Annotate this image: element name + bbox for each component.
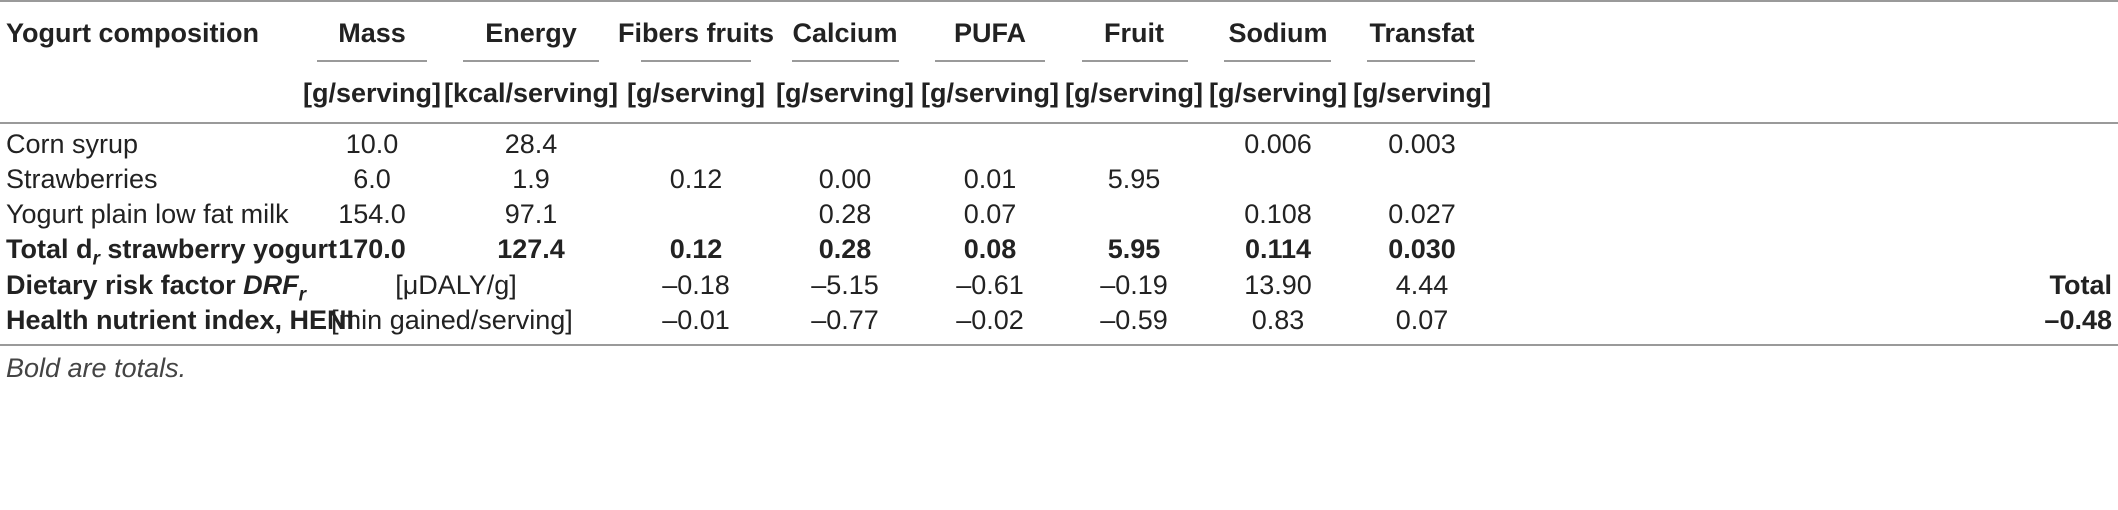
cell-pufa: 0.07 <box>963 199 1017 229</box>
cell-fibers: 0.12 <box>669 234 723 264</box>
table-bottom-rule <box>0 344 2118 346</box>
cell-fruit: 5.95 <box>1107 234 1161 264</box>
unit-calcium: [g/serving] <box>775 78 915 108</box>
table-footnote: Bold are totals. <box>6 353 187 383</box>
cell-calcium: 0.28 <box>818 234 872 264</box>
header-underline-energy <box>463 60 599 62</box>
unit-fruit: [g/serving] <box>1064 78 1204 108</box>
cell-sodium: 0.108 <box>1244 199 1312 229</box>
unit-fibers: [g/serving] <box>626 78 766 108</box>
cell-pufa: 0.08 <box>963 234 1017 264</box>
cell-unit: [μDALY/g] <box>395 270 517 300</box>
header-bottom-rule <box>0 122 2118 124</box>
unit-mass: [g/serving] <box>302 78 442 108</box>
cell-calcium: 0.28 <box>818 199 872 229</box>
cell-fruit: –0.19 <box>1100 270 1168 300</box>
cell-energy: 127.4 <box>497 234 565 264</box>
row-label: Strawberries <box>6 164 158 194</box>
row-label-drf: Dietary risk factor DRFr <box>6 270 307 306</box>
cell-calcium: 0.00 <box>818 164 872 194</box>
cell-fibers: –0.18 <box>662 270 730 300</box>
cell-energy: 28.4 <box>504 129 558 159</box>
cell-pufa: 0.01 <box>963 164 1017 194</box>
header-underline-calcium <box>792 60 899 62</box>
cell-energy: 1.9 <box>512 164 550 194</box>
row-label: Corn syrup <box>6 129 139 159</box>
header-calcium: Calcium <box>792 18 898 48</box>
cell-transfat: 0.003 <box>1388 129 1456 159</box>
cell-transfat: 4.44 <box>1395 270 1449 300</box>
header-underline-transfat <box>1367 60 1475 62</box>
header-underline-fruit <box>1082 60 1188 62</box>
cell-transfat: 0.030 <box>1388 234 1456 264</box>
cell-mass: 154.0 <box>338 199 406 229</box>
header-transfat: Transfat <box>1369 18 1475 48</box>
cell-energy: 97.1 <box>504 199 558 229</box>
cell-mass: 10.0 <box>345 129 399 159</box>
header-underline-mass <box>317 60 427 62</box>
header-underline-fibers <box>641 60 751 62</box>
cell-sodium: 0.006 <box>1244 129 1312 159</box>
header-yogurt-composition: Yogurt composition <box>6 18 259 48</box>
cell-mass: 6.0 <box>353 164 391 194</box>
unit-transfat: [g/serving] <box>1352 78 1492 108</box>
cell-calcium: –5.15 <box>811 270 879 300</box>
cell-fibers: 0.12 <box>669 164 723 194</box>
header-fruit: Fruit <box>1104 18 1164 48</box>
cell-fruit: 5.95 <box>1107 164 1161 194</box>
header-energy: Energy <box>485 18 577 48</box>
cell-pufa: –0.61 <box>956 270 1024 300</box>
cell-mass: 170.0 <box>338 234 406 264</box>
header-sodium: Sodium <box>1228 18 1328 48</box>
unit-energy: [kcal/serving] <box>443 78 619 108</box>
unit-sodium: [g/serving] <box>1208 78 1348 108</box>
cell-calcium: –0.77 <box>811 305 879 335</box>
unit-pufa: [g/serving] <box>920 78 1060 108</box>
cell-total: –0.48 <box>2044 305 2112 335</box>
header-fibers-fruits: Fibers fruits <box>617 18 775 48</box>
cell-transfat: 0.027 <box>1388 199 1456 229</box>
header-underline-pufa <box>935 60 1045 62</box>
cell-fruit: –0.59 <box>1100 305 1168 335</box>
cell-fibers: –0.01 <box>662 305 730 335</box>
header-mass: Mass <box>338 18 406 48</box>
cell-pufa: –0.02 <box>956 305 1024 335</box>
header-pufa: PUFA <box>953 18 1027 48</box>
cell-sodium: 13.90 <box>1244 270 1312 300</box>
cell-total-label: Total <box>2049 270 2113 300</box>
table-top-rule <box>0 0 2118 2</box>
row-label: Yogurt plain low fat milk <box>6 199 289 229</box>
cell-unit: [min gained/serving] <box>331 305 573 335</box>
cell-sodium: 0.114 <box>1244 234 1312 264</box>
row-label-total: Total dr strawberry yogurt <box>6 234 337 270</box>
header-underline-sodium <box>1224 60 1331 62</box>
row-label-heni: Health nutrient index, HENI <box>6 305 355 335</box>
cell-sodium: 0.83 <box>1251 305 1305 335</box>
cell-transfat: 0.07 <box>1395 305 1449 335</box>
